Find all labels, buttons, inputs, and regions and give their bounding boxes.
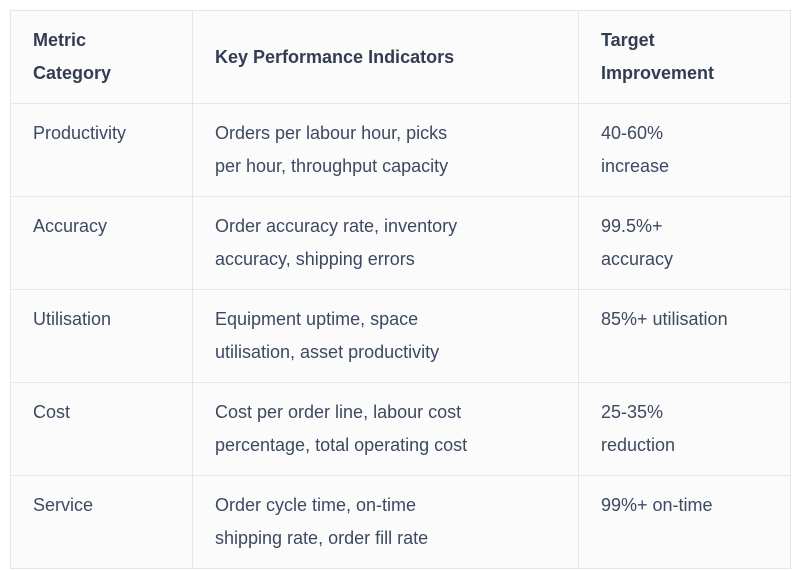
column-header-metric-category: Metric Category bbox=[10, 10, 193, 104]
cell-kpis: Orders per labour hour, picks per hour, … bbox=[192, 103, 579, 197]
table-row-service: Service Order cycle time, on-time shippi… bbox=[10, 475, 791, 569]
kpi-metrics-table: Metric Category Key Performance Indicato… bbox=[10, 10, 791, 569]
table-body: Productivity Orders per labour hour, pic… bbox=[10, 103, 791, 569]
cell-kpis: Equipment uptime, space utilisation, ass… bbox=[192, 289, 579, 383]
cell-category: Utilisation bbox=[10, 289, 193, 383]
table-row-utilisation: Utilisation Equipment uptime, space util… bbox=[10, 289, 791, 383]
column-header-target-improvement: Target Improvement bbox=[578, 10, 791, 104]
table-row-cost: Cost Cost per order line, labour cost pe… bbox=[10, 382, 791, 476]
cell-category: Accuracy bbox=[10, 196, 193, 290]
table-header: Metric Category Key Performance Indicato… bbox=[10, 10, 791, 104]
table-row-accuracy: Accuracy Order accuracy rate, inventory … bbox=[10, 196, 791, 290]
cell-kpis: Order cycle time, on-time shipping rate,… bbox=[192, 475, 579, 569]
cell-target: 25-35% reduction bbox=[578, 382, 791, 476]
cell-category: Service bbox=[10, 475, 193, 569]
cell-kpis: Cost per order line, labour cost percent… bbox=[192, 382, 579, 476]
table-row-productivity: Productivity Orders per labour hour, pic… bbox=[10, 103, 791, 197]
cell-target: 99%+ on-time bbox=[578, 475, 791, 569]
cell-category: Cost bbox=[10, 382, 193, 476]
cell-target: 99.5%+ accuracy bbox=[578, 196, 791, 290]
header-row: Metric Category Key Performance Indicato… bbox=[10, 10, 791, 104]
cell-kpis: Order accuracy rate, inventory accuracy,… bbox=[192, 196, 579, 290]
cell-category: Productivity bbox=[10, 103, 193, 197]
cell-target: 40-60% increase bbox=[578, 103, 791, 197]
cell-target: 85%+ utilisation bbox=[578, 289, 791, 383]
column-header-key-performance-indicators: Key Performance Indicators bbox=[192, 10, 579, 104]
